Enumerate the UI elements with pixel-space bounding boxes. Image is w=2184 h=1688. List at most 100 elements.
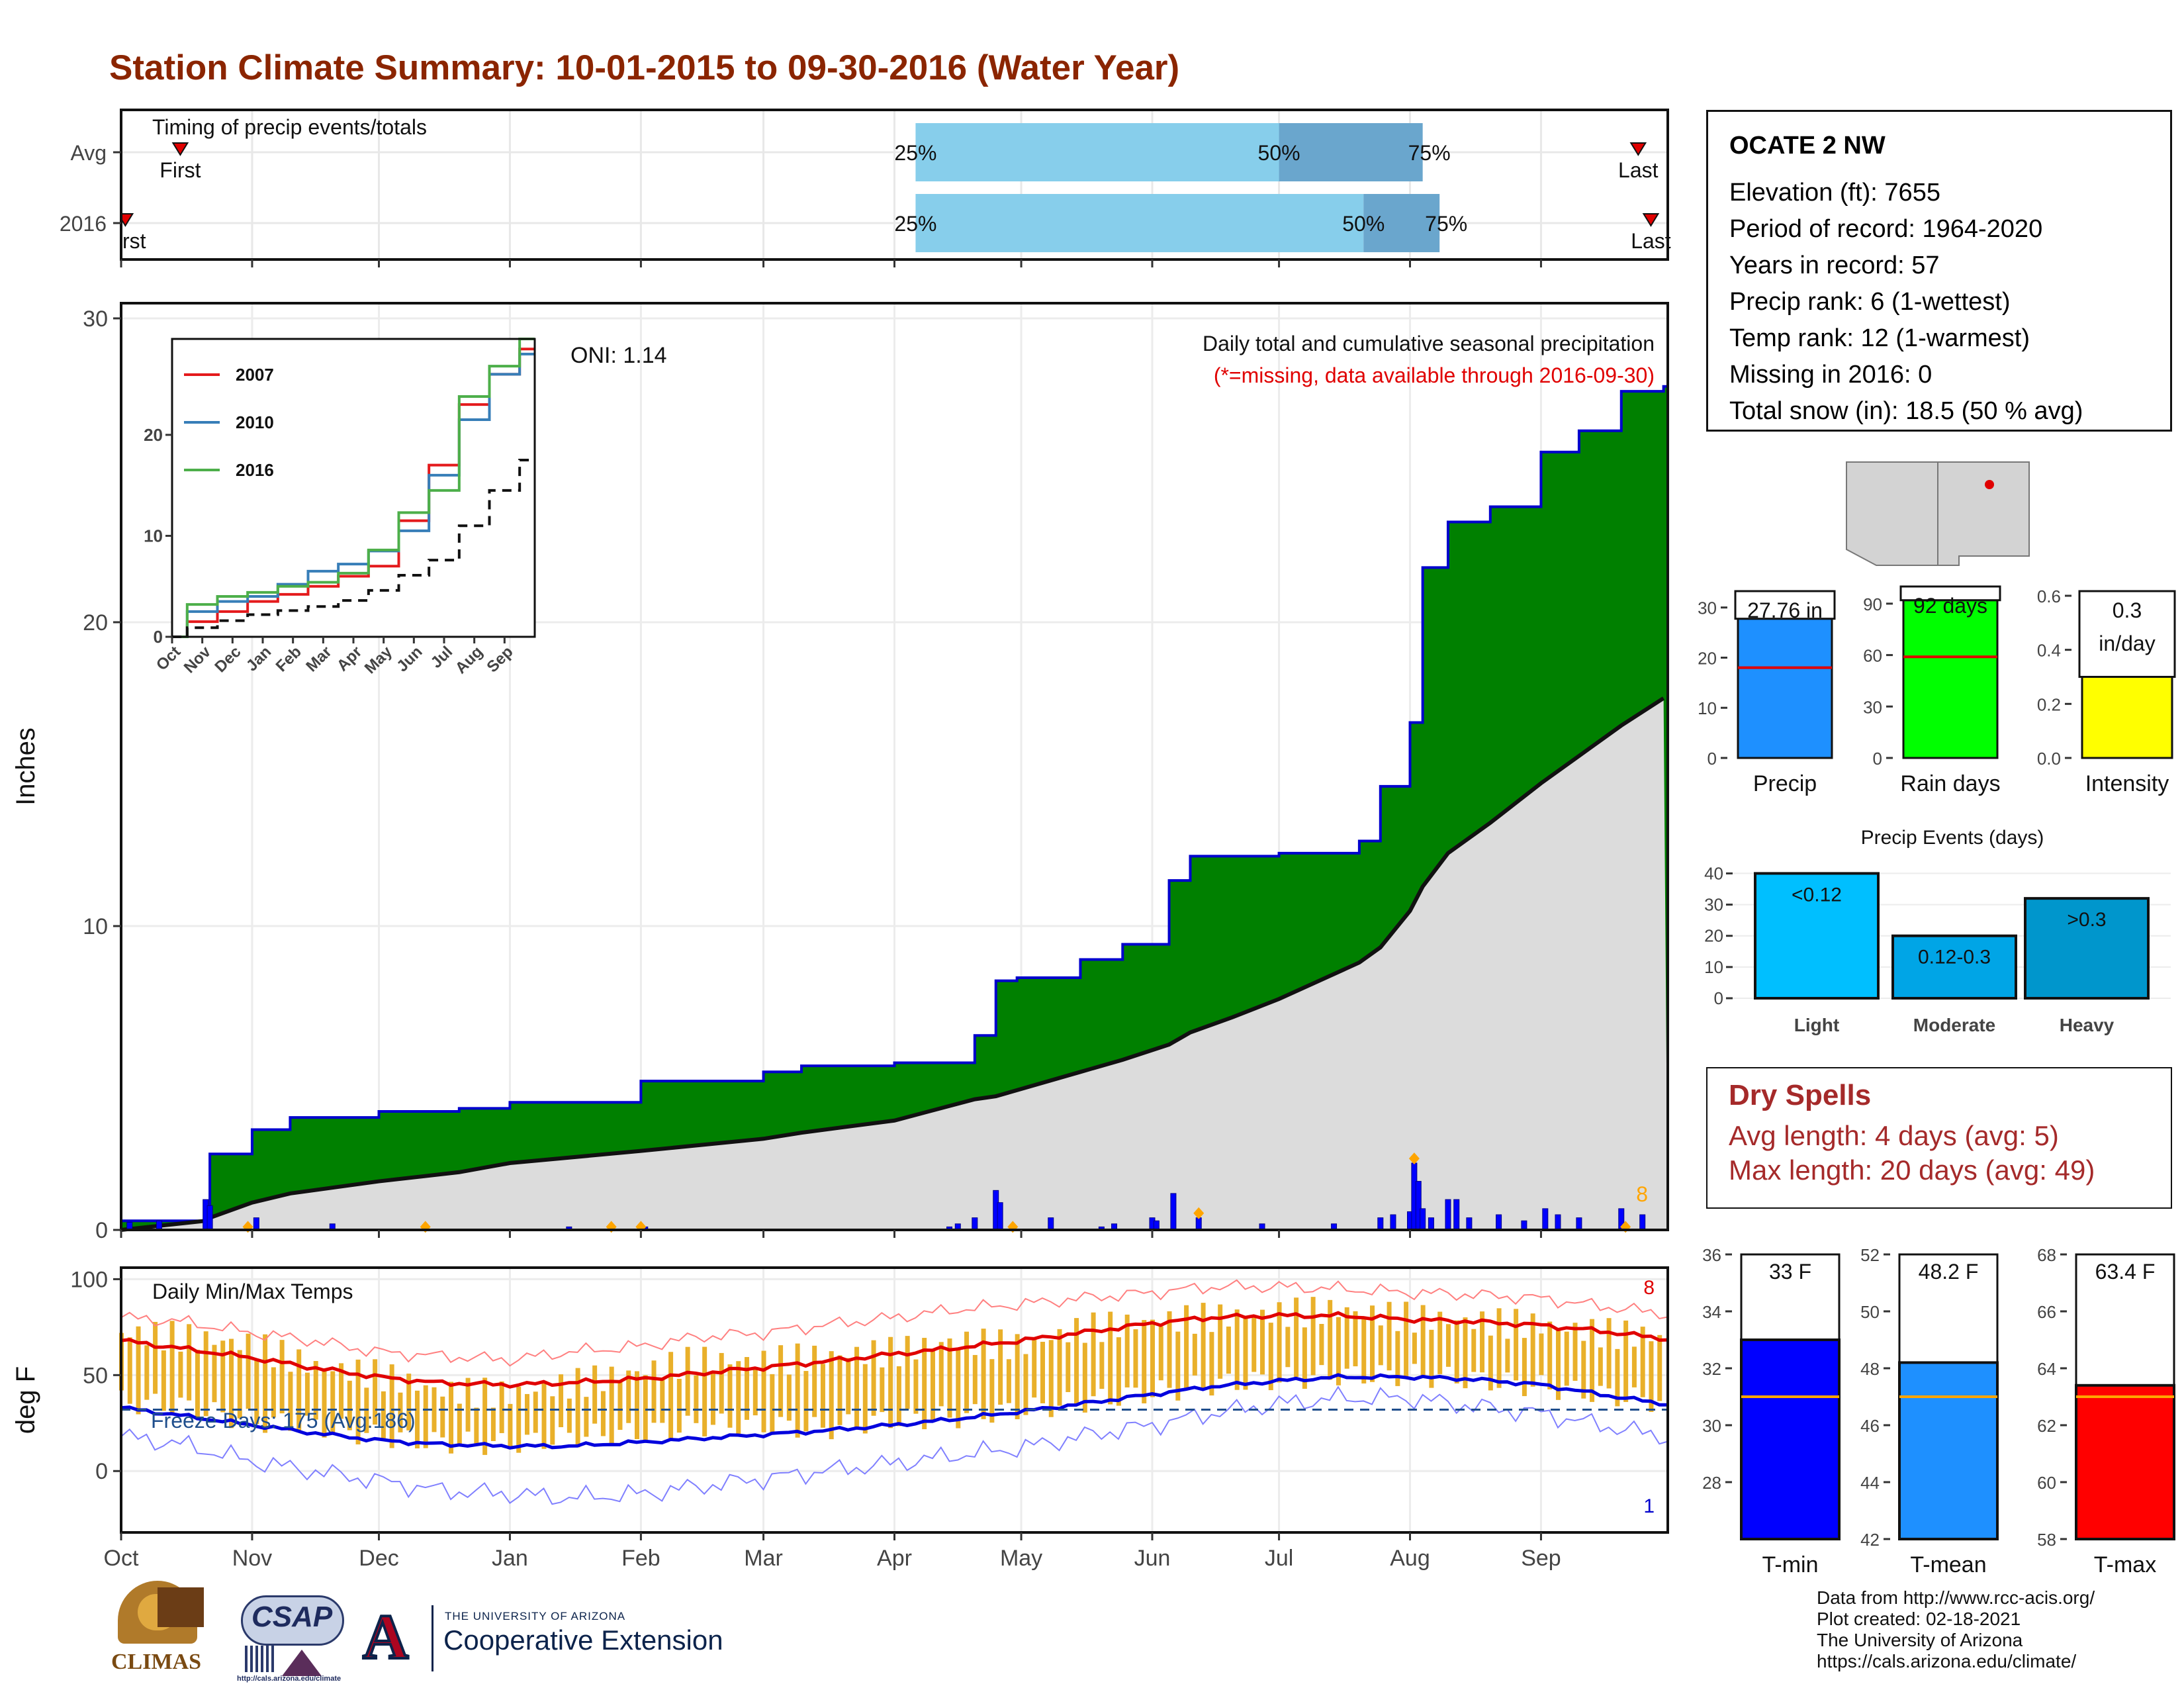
daily-temp-bar xyxy=(592,1365,598,1424)
temp-bar-tick-label: 32 xyxy=(1702,1359,1721,1379)
daily-temp-bar xyxy=(710,1370,715,1425)
event-category-label: Moderate xyxy=(1913,1015,1995,1035)
daily-temp-bar xyxy=(373,1359,378,1425)
station-name: OCATE 2 NW xyxy=(1729,132,1886,160)
stat-value-box xyxy=(1734,590,1836,620)
station-info-panel: OCATE 2 NW Elevation (ft): 7655 Period of… xyxy=(1706,110,2172,432)
daily-temp-bar xyxy=(490,1407,496,1441)
daily-temp-bar xyxy=(660,1378,665,1423)
daily-temp-bar xyxy=(786,1374,792,1421)
daily-temp-bar xyxy=(1640,1327,1645,1397)
events-y-tick-label: 40 xyxy=(1704,863,1723,883)
daily-precip-bar xyxy=(253,1217,259,1231)
timing-bar-25-50 xyxy=(915,194,1364,252)
daily-temp-bar xyxy=(288,1372,293,1431)
daily-temp-bar xyxy=(533,1391,538,1433)
daily-temp-bar xyxy=(778,1345,784,1417)
temp-bar-tick-label: 28 xyxy=(1702,1473,1721,1493)
daily-temp-bar xyxy=(998,1329,1003,1405)
daily-temp-bar xyxy=(432,1387,437,1432)
event-category-label: Heavy xyxy=(2060,1015,2115,1035)
temp-bar-tick-label: 48 xyxy=(1860,1359,1880,1379)
daily-temp-bar xyxy=(676,1378,682,1433)
daily-temp-bar xyxy=(1429,1329,1434,1388)
daily-temp-bar xyxy=(964,1331,970,1413)
daily-temp-bar xyxy=(905,1336,910,1409)
daily-temp-bar xyxy=(237,1350,242,1419)
daily-temp-bar xyxy=(719,1352,724,1414)
daily-temp-bar xyxy=(304,1372,310,1416)
inset-legend-label: 2016 xyxy=(236,460,274,480)
temp-bar-tick-label: 36 xyxy=(1702,1245,1721,1265)
temp-panel-title: Daily Min/Max Temps xyxy=(152,1280,353,1303)
dry-spells-avg: Avg length: 4 days (avg: 5) xyxy=(1729,1120,2059,1151)
temp-value-box xyxy=(2075,1253,2175,1387)
daily-temp-bar xyxy=(1539,1333,1544,1376)
daily-temp-bar xyxy=(482,1378,488,1455)
x-axis-tick-label: Nov xyxy=(232,1546,272,1571)
daily-temp-bar xyxy=(1522,1338,1527,1397)
event-bar-light xyxy=(1754,872,1880,1000)
daily-precip-bar xyxy=(206,1205,213,1231)
daily-temp-bar xyxy=(938,1342,944,1407)
daily-temp-bar xyxy=(1353,1311,1358,1367)
record-min-line xyxy=(120,1385,1668,1505)
temp-bar-tick-label: 52 xyxy=(1860,1245,1880,1265)
daily-temp-bar xyxy=(956,1347,961,1429)
climas-logo: CLIMAS xyxy=(111,1581,217,1680)
daily-precip-bar xyxy=(1048,1217,1054,1231)
daily-temp-bar xyxy=(922,1338,927,1430)
timing-title: Timing of precip events/totals xyxy=(152,115,427,139)
station-detail-line: Precip rank: 6 (1-wettest) xyxy=(1729,288,2011,316)
station-detail-line: Missing in 2016: 0 xyxy=(1729,361,1933,389)
timing-row-label: Avg xyxy=(70,141,107,165)
last-label: Last xyxy=(1618,158,1659,182)
daily-temp-bar xyxy=(398,1392,403,1432)
daily-temp-bar xyxy=(1590,1319,1595,1402)
inset-y-tick-label: 0 xyxy=(154,627,163,647)
temp-value-box xyxy=(1740,1253,1841,1341)
daily-temp-bar xyxy=(1209,1332,1214,1396)
temp-bar-name: T-max xyxy=(2094,1552,2156,1577)
avg-min-line xyxy=(120,1373,1668,1450)
precip-subtitle: Daily total and cumulative seasonal prec… xyxy=(1203,332,1655,355)
daily-temp-bar xyxy=(1158,1326,1163,1381)
daily-temp-bar xyxy=(187,1324,192,1401)
daily-temp-bar xyxy=(1032,1336,1037,1398)
daily-temp-bar xyxy=(1631,1346,1637,1387)
first-label: First xyxy=(159,158,201,182)
daily-temp-bar xyxy=(685,1346,690,1416)
daily-temp-bar xyxy=(465,1378,471,1432)
events-title: Precip Events (days) xyxy=(1861,827,2044,849)
small-bar-tick-label: 30 xyxy=(1698,598,1717,618)
temp-bar-t-mean xyxy=(1898,1361,1999,1540)
stat-value-label: in/day xyxy=(2099,632,2155,655)
small-bar-tick-label: 60 xyxy=(1863,646,1882,666)
small-bar-tick-label: 0.0 xyxy=(2037,749,2061,769)
temp-bar-t-min xyxy=(1740,1338,1841,1540)
daily-precip-bar xyxy=(1496,1214,1502,1231)
daily-temp-bar xyxy=(254,1358,259,1425)
record-low-count: 1 xyxy=(1643,1495,1655,1517)
inset-line-2010 xyxy=(172,352,535,638)
daily-temp-bar xyxy=(1319,1324,1324,1366)
record-precip-marker xyxy=(1193,1207,1205,1219)
daily-temp-bar xyxy=(1133,1329,1138,1388)
record-max-line xyxy=(120,1279,1668,1367)
daily-temp-bar xyxy=(220,1340,226,1413)
daily-temp-bar xyxy=(854,1346,860,1429)
temp-bar-tick-label: 62 xyxy=(2037,1416,2056,1436)
daily-temp-bar xyxy=(829,1351,834,1440)
temp-bar-tick-label: 44 xyxy=(1860,1473,1880,1493)
average-precip-area xyxy=(121,698,1668,1230)
temp-value-label: 63.4 F xyxy=(2095,1260,2156,1284)
freeze-days-label: Freeze Days: 175 (Avg:186) xyxy=(151,1409,416,1432)
daily-temp-bar xyxy=(1040,1342,1045,1403)
temp-bar-tick-label: 42 xyxy=(1860,1530,1880,1550)
x-axis-tick-label: Aug xyxy=(1390,1546,1430,1571)
daily-temp-bar xyxy=(550,1396,555,1445)
footer-line: Data from http://www.rcc-acis.org/ xyxy=(1817,1587,2095,1608)
daily-precip-bar xyxy=(1428,1217,1434,1231)
daily-temp-bar xyxy=(812,1345,817,1417)
daily-temp-bar xyxy=(1201,1303,1206,1389)
